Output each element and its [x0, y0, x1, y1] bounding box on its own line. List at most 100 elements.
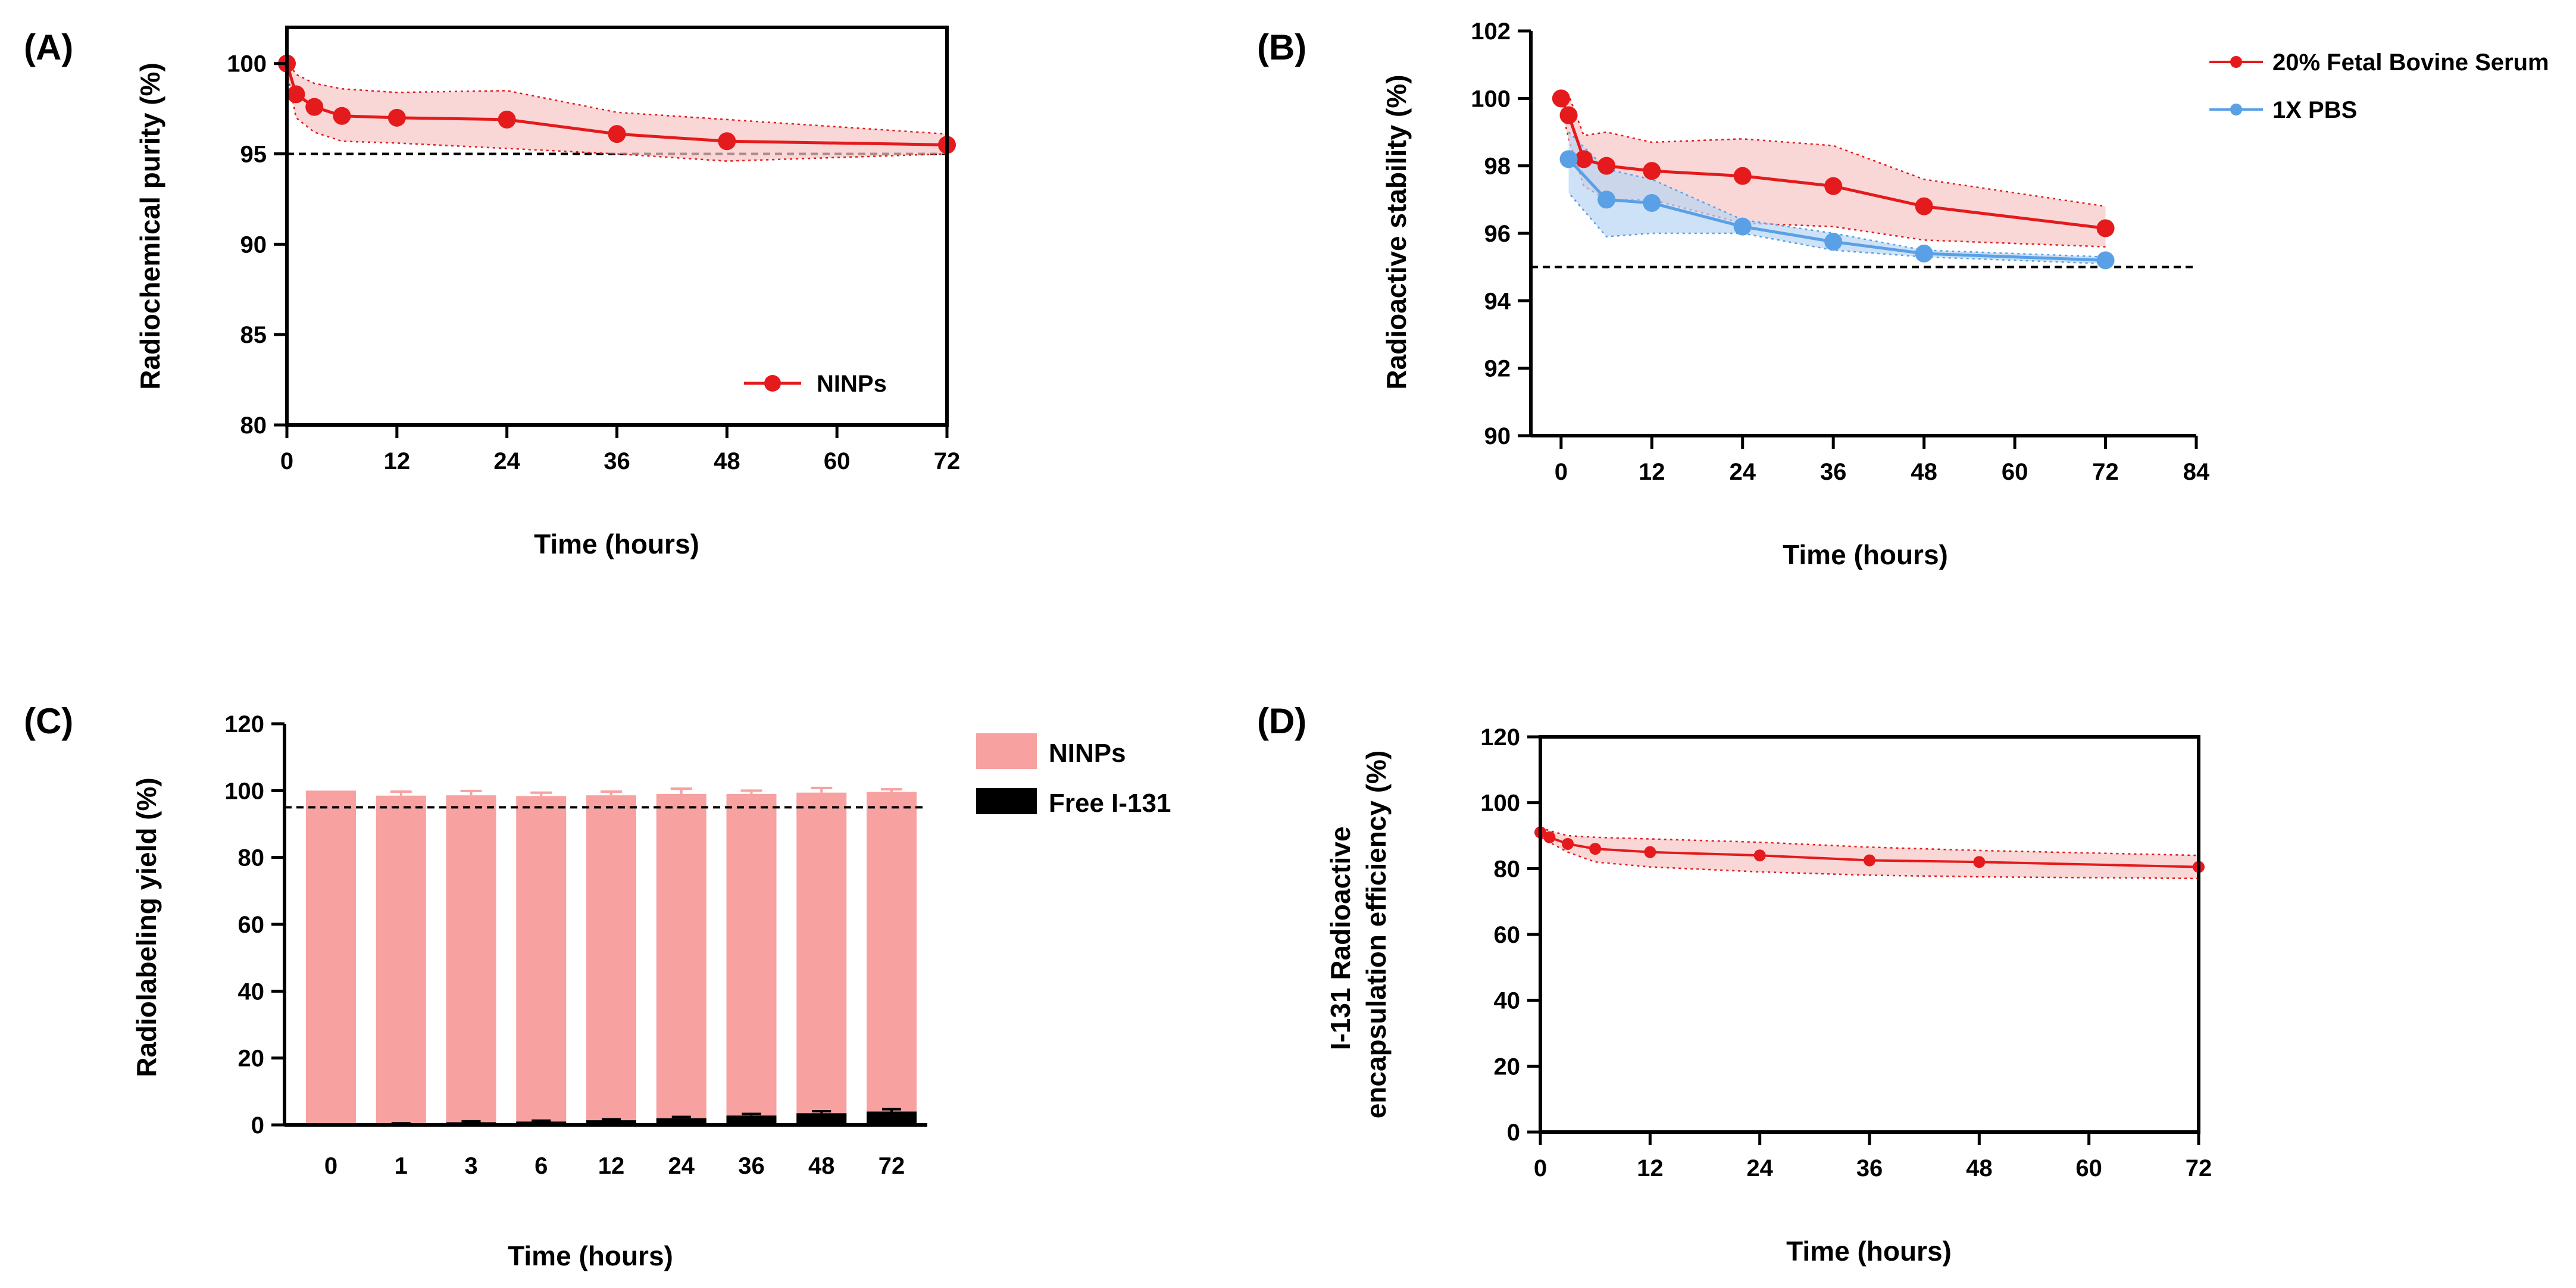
- panel-b-legend-marker-fbs: [2230, 56, 2242, 68]
- panel-a-legend-label: NINPs: [817, 371, 887, 397]
- panel-b-legend-marker-pbs: [2230, 104, 2242, 115]
- b-s1-point-12: [1643, 194, 1661, 212]
- panel-a-legend: NINPs: [744, 371, 887, 397]
- b-s0-point-72: [2096, 219, 2115, 237]
- d-s0-point-3: [1562, 837, 1574, 850]
- b-s1-point-1: [1559, 150, 1578, 168]
- b-s0-point-12: [1643, 162, 1661, 180]
- d-ytick-label-120: 120: [1480, 724, 1520, 751]
- b-s0-point-24: [1733, 167, 1752, 185]
- panel-c-legend-swatch-free: [976, 788, 1037, 814]
- d-xtick-label-60: 60: [2075, 1155, 2102, 1181]
- panel-d-axes: 0 12 24 36 48 60 72 0 20 40 60 80 100 120: [1480, 724, 2212, 1181]
- c-xtick-label-48: 48: [808, 1153, 835, 1179]
- b-s0-point-3: [1574, 150, 1593, 168]
- a-s0-ci-lower: [286, 70, 948, 162]
- a-xtick-label-48: 48: [714, 448, 740, 474]
- c-bar-ninps-48: [796, 792, 847, 1125]
- c-xtick-label-3: 3: [464, 1153, 477, 1179]
- panel-b-legend-label-pbs: 1X PBS: [2272, 97, 2357, 123]
- b-ytick-label-94: 94: [1484, 288, 1511, 314]
- a-xtick-label-0: 0: [280, 448, 293, 474]
- c-ytick-label-100: 100: [224, 778, 264, 804]
- b-xtick-label-48: 48: [1911, 459, 1937, 485]
- a-s0-point-36: [608, 125, 626, 143]
- a-s0-point-3: [305, 98, 324, 116]
- b-ytick-label-102: 102: [1471, 18, 1511, 45]
- panel-d-ylabel: I-131 Radioactive encapsulation efficien…: [1325, 751, 1392, 1119]
- panel-a-ylabel: Radiochemical purity (%): [135, 62, 165, 390]
- b-xtick-label-84: 84: [2183, 459, 2210, 485]
- panel-d-frame: [1539, 735, 2200, 1134]
- c-xtick-label-6: 6: [534, 1153, 548, 1179]
- c-xtick-label-0: 0: [324, 1153, 337, 1179]
- a-s0-point-1: [287, 85, 305, 104]
- c-bar-ninps-24: [656, 793, 706, 1125]
- c-ytick-label-80: 80: [238, 845, 265, 871]
- d-ytick-label-20: 20: [1494, 1053, 1521, 1080]
- d-s0-ci-lower: [1540, 836, 2199, 880]
- d-xtick-label-0: 0: [1534, 1155, 1547, 1181]
- panel-b-points: [1552, 89, 2115, 270]
- panel-d-ylabel-line1: I-131 Radioactive: [1325, 826, 1356, 1050]
- d-xtick-label-36: 36: [1856, 1155, 1883, 1181]
- c-bar-ninps-6: [516, 796, 567, 1125]
- panel-a-axes: 0 12 24 36 48 60 72 80 85 90 95 100: [227, 51, 960, 474]
- d-ytick-label-0: 0: [1507, 1120, 1520, 1146]
- b-s1-point-72: [2096, 251, 2115, 270]
- b-xtick-label-36: 36: [1820, 459, 1847, 485]
- b-s0-point-0: [1552, 89, 1570, 108]
- panel-d-ylabel-line2: encapsulation efficiency (%): [1361, 751, 1392, 1119]
- c-xtick-label-36: 36: [738, 1153, 765, 1179]
- c-xtick-label-72: 72: [879, 1153, 905, 1179]
- b-s1-ci-band: [1568, 132, 2106, 264]
- a-s0-point-48: [718, 132, 736, 151]
- c-xtick-label-1: 1: [395, 1153, 408, 1179]
- c-bar-ninps-36: [726, 793, 777, 1125]
- c-bar-free-24: [656, 1118, 706, 1125]
- panel-a-legend-marker: [764, 375, 781, 392]
- b-s0-point-1: [1559, 106, 1578, 124]
- a-ytick-label-95: 95: [240, 142, 267, 168]
- panel-b-axes: 0 12 24 36 48 60 72 84 90 92 94 96 98 100 102: [1471, 18, 2210, 485]
- panel-d-tag: (D): [1257, 701, 1306, 741]
- c-bar-ninps-3: [446, 795, 496, 1125]
- panel-c-legend: NINPs Free I-131: [976, 733, 1171, 818]
- d-xtick-label-24: 24: [1746, 1155, 1773, 1181]
- c-xtick-label-12: 12: [598, 1153, 625, 1179]
- a-s0-ci-upper: [286, 59, 948, 135]
- c-bar-ninps-1: [376, 795, 426, 1125]
- c-bar-free-36: [726, 1115, 777, 1125]
- b-s0-point-6: [1598, 157, 1616, 175]
- a-xtick-label-12: 12: [384, 448, 411, 474]
- d-ytick-label-40: 40: [1494, 988, 1521, 1014]
- b-s0-ci-upper: [1561, 90, 2106, 207]
- b-s0-point-36: [1824, 177, 1843, 195]
- a-s0-point-24: [498, 110, 516, 129]
- panel-c-bars: [306, 786, 917, 1125]
- panel-a-tag: (A): [24, 27, 73, 67]
- panel-b-xlabel: Time (hours): [1783, 539, 1948, 570]
- c-xtick-label-24: 24: [668, 1153, 695, 1179]
- panel-b-tag: (B): [1257, 27, 1306, 67]
- b-ytick-label-100: 100: [1471, 86, 1511, 112]
- c-bar-free-48: [796, 1113, 847, 1125]
- b-s1-point-24: [1733, 217, 1752, 236]
- d-xtick-label-12: 12: [1637, 1155, 1664, 1181]
- panel-a-bands: [286, 59, 948, 162]
- panel-a-xlabel: Time (hours): [534, 529, 699, 559]
- a-s0-point-6: [333, 107, 351, 125]
- panel-c-xlabel: Time (hours): [508, 1240, 673, 1271]
- panel-c-tag: (C): [24, 701, 73, 741]
- b-xtick-label-12: 12: [1639, 459, 1665, 485]
- b-ytick-label-92: 92: [1484, 356, 1511, 382]
- a-ytick-label-80: 80: [240, 412, 267, 439]
- panel-d-xlabel: Time (hours): [1786, 1236, 1952, 1267]
- a-xtick-label-60: 60: [824, 448, 851, 474]
- panel-c-legend-label-free: Free I-131: [1049, 789, 1171, 818]
- panel-b-legend-label-fbs: 20% Fetal Bovine Serum: [2272, 49, 2549, 76]
- c-bar-ninps-72: [867, 792, 917, 1125]
